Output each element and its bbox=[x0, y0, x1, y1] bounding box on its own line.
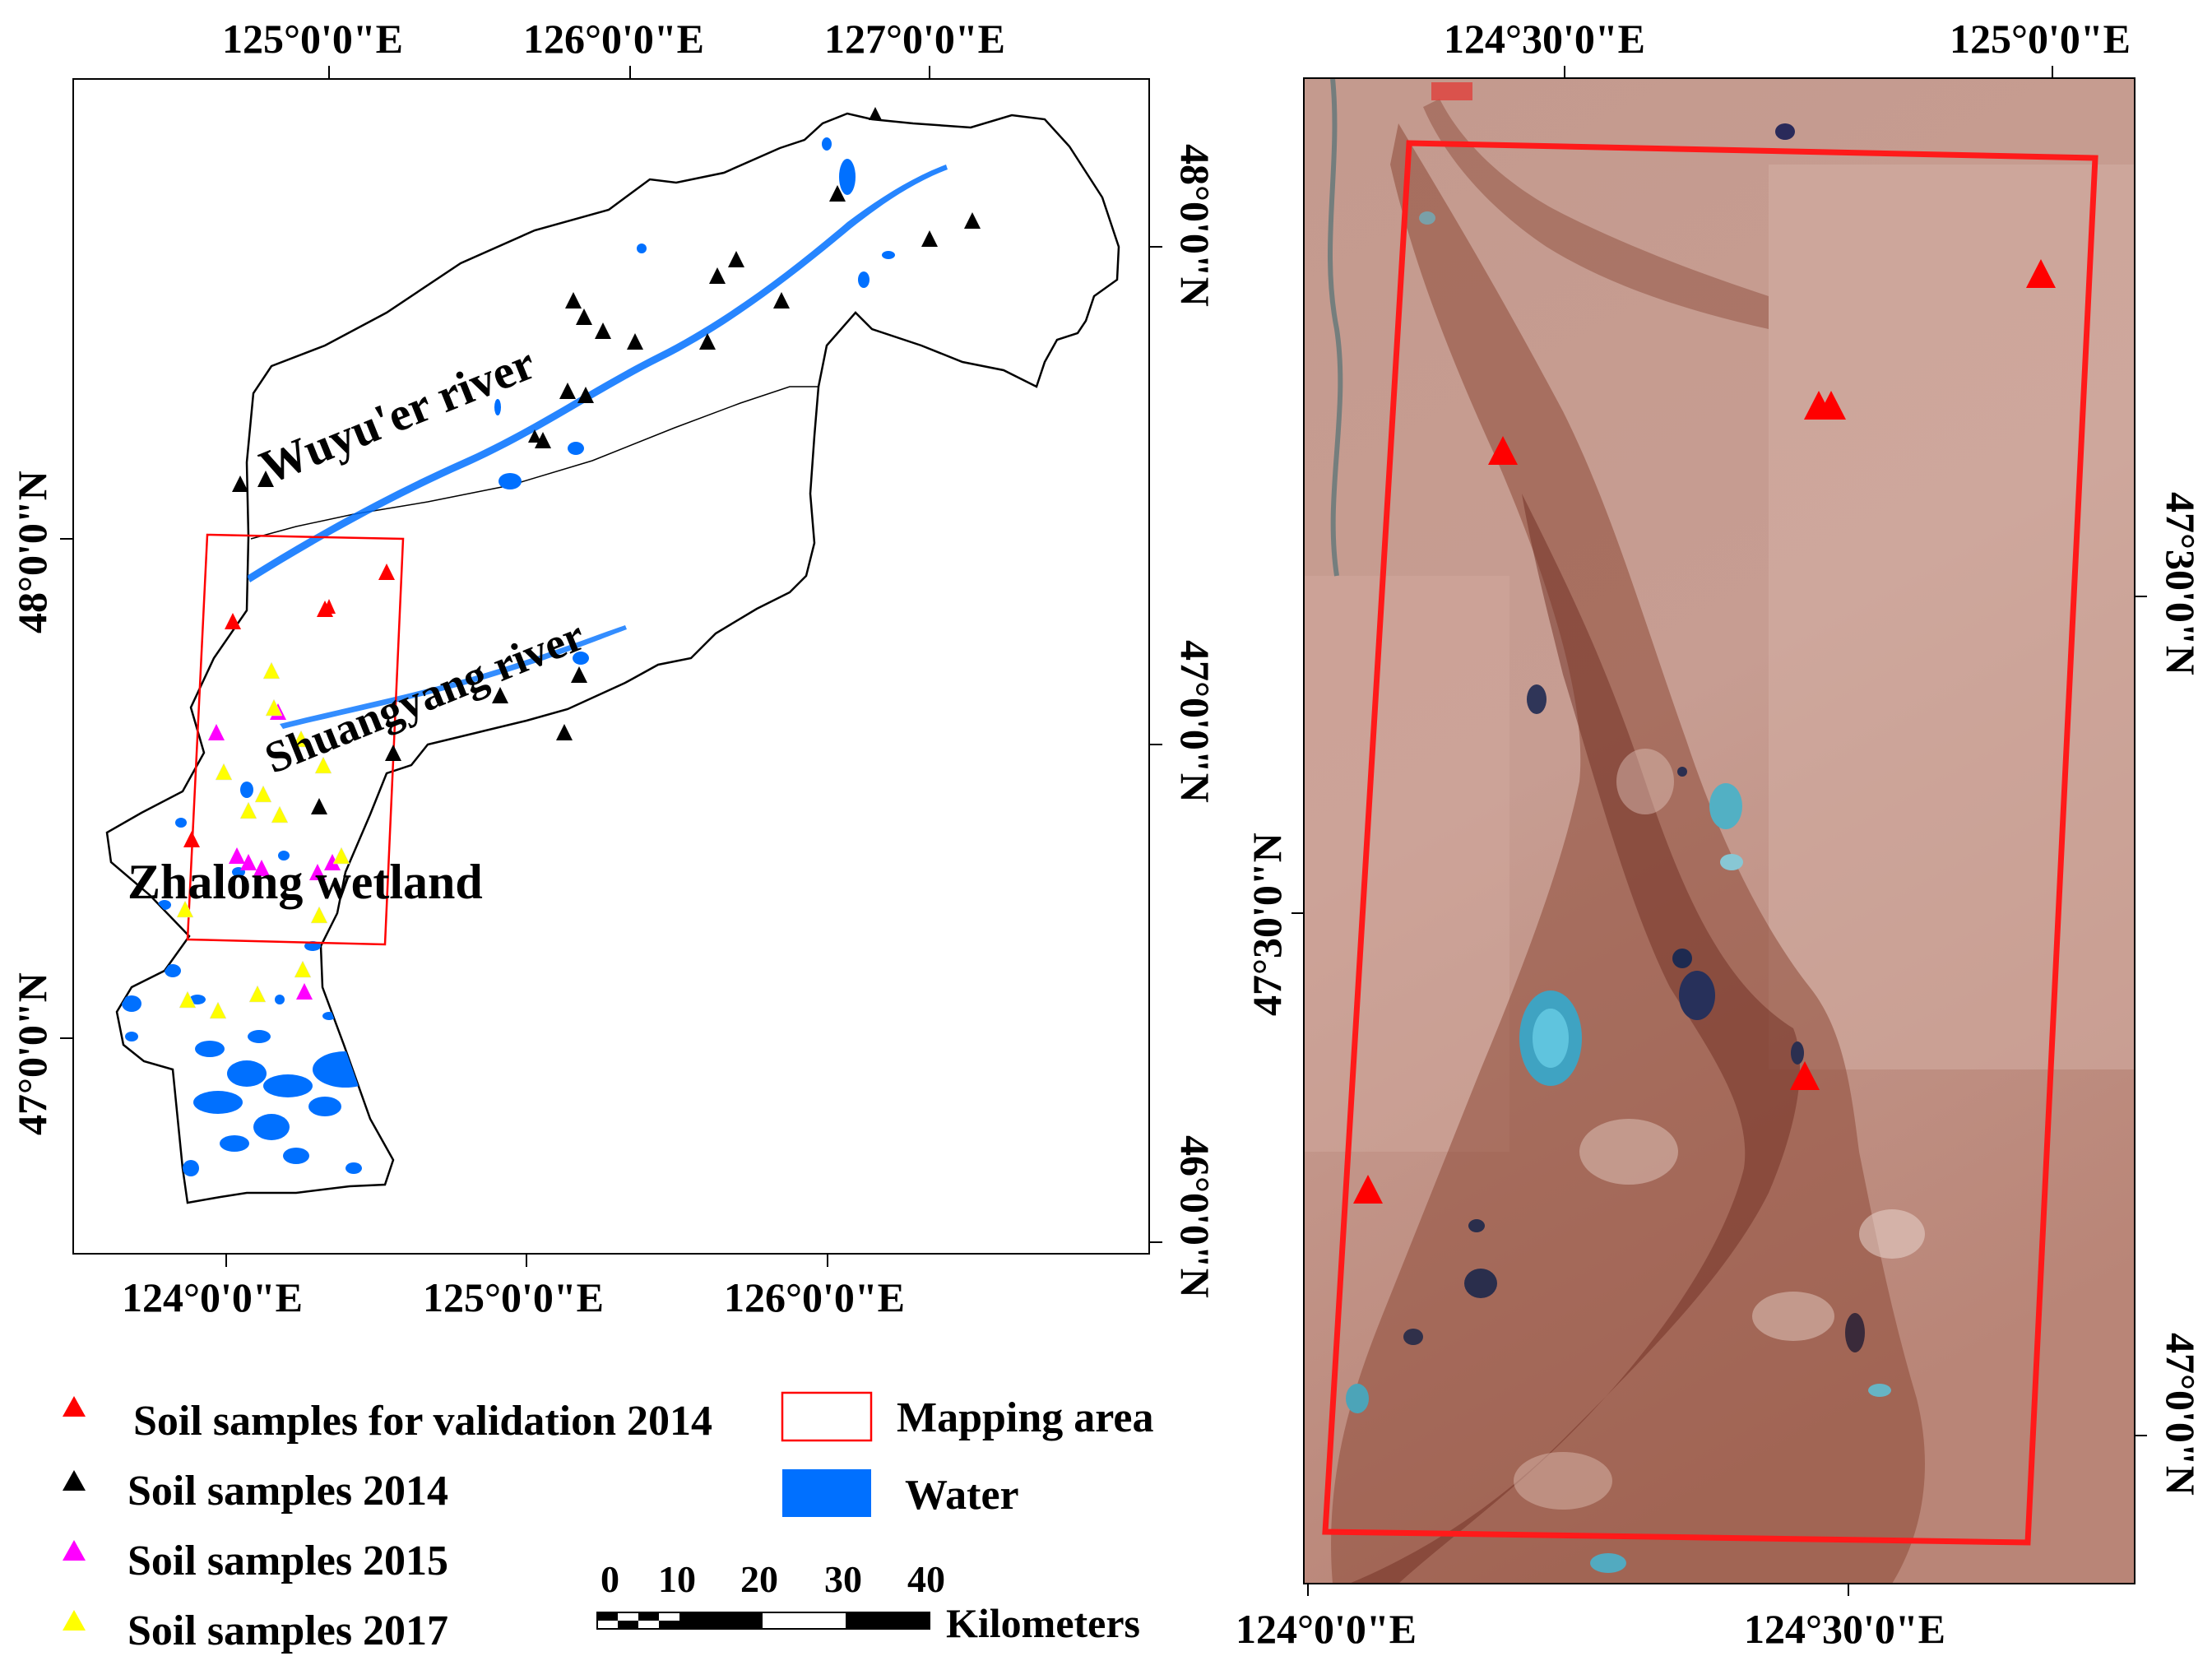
legend-triangle-validation bbox=[63, 1396, 86, 1417]
legend-label-water: Water bbox=[905, 1472, 1019, 1519]
right-bottom-lon-2: 124°30'0"E bbox=[1744, 1606, 1945, 1652]
legend-label-mapping-area: Mapping area bbox=[897, 1394, 1154, 1441]
samples-validation-right bbox=[1353, 259, 2056, 1204]
legend-triangle-2015 bbox=[63, 1540, 86, 1561]
samples-2015 bbox=[208, 703, 341, 1000]
legend-swatch-mapping-area bbox=[781, 1391, 873, 1442]
label-zhalong-wetland: Zhalong wetland bbox=[128, 855, 483, 909]
left-lat-47: 47°0'0"N bbox=[9, 972, 55, 1135]
mapping-area-left bbox=[186, 533, 405, 946]
legend-triangle-2014 bbox=[63, 1470, 86, 1491]
left-bottom-lon-1: 124°0'0"E bbox=[122, 1274, 303, 1320]
right-map-right-lat-1: 47°30'0"N bbox=[2158, 492, 2204, 675]
scale-tick-0: 0 bbox=[601, 1558, 619, 1600]
right-map-right-lat-2: 47°0'0"N bbox=[2158, 1333, 2204, 1496]
left-graticule-ticks bbox=[60, 66, 1162, 1267]
right-top-lon-1: 124°30'0"E bbox=[1444, 16, 1645, 62]
left-top-lon-3: 127°0'0"E bbox=[824, 16, 1005, 62]
legend-label-2015: Soil samples 2015 bbox=[128, 1538, 449, 1584]
scale-bar bbox=[596, 1612, 930, 1630]
right-lat-47: 47°0'0"N bbox=[1172, 640, 1218, 803]
scale-tick-30: 30 bbox=[824, 1558, 862, 1600]
right-map-left-lat: 47°30'0"N bbox=[1244, 833, 1290, 1016]
mapping-area-right bbox=[1322, 140, 2098, 1546]
scale-tick-40: 40 bbox=[907, 1558, 945, 1600]
legend-swatch-water bbox=[782, 1469, 871, 1517]
right-bottom-lon-1: 124°0'0"E bbox=[1236, 1606, 1417, 1652]
right-lat-48: 48°0'0"N bbox=[1172, 144, 1218, 307]
scale-unit: Kilometers bbox=[946, 1600, 1141, 1646]
right-graticule-ticks bbox=[1291, 66, 2147, 1596]
left-top-lon-1: 125°0'0"E bbox=[222, 16, 403, 62]
left-lat-48: 48°0'0"N bbox=[9, 471, 55, 633]
legend-symbols bbox=[63, 1391, 873, 1631]
left-bottom-lon-3: 126°0'0"E bbox=[724, 1274, 905, 1320]
samples-2014 bbox=[232, 107, 981, 814]
watershed-divider bbox=[250, 386, 818, 540]
right-top-lon-2: 125°0'0"E bbox=[1950, 16, 2131, 62]
legend-label-2017: Soil samples 2017 bbox=[128, 1607, 449, 1654]
legend-label-validation: Soil samples for validation 2014 bbox=[133, 1398, 713, 1445]
samples-2017 bbox=[176, 661, 350, 1019]
basin-outline bbox=[105, 112, 1120, 1204]
satellite-image bbox=[1304, 78, 2135, 1584]
scale-tick-20: 20 bbox=[740, 1558, 778, 1600]
left-bottom-lon-2: 125°0'0"E bbox=[423, 1274, 604, 1320]
samples-validation-2014 bbox=[183, 564, 395, 847]
right-map-border bbox=[1303, 77, 2135, 1584]
right-lat-46: 46°0'0"N bbox=[1172, 1135, 1218, 1298]
scale-tick-10: 10 bbox=[658, 1558, 696, 1600]
legend-triangle-2017 bbox=[63, 1610, 86, 1631]
legend-label-2014: Soil samples 2014 bbox=[128, 1468, 449, 1515]
left-top-lon-2: 126°0'0"E bbox=[523, 16, 704, 62]
